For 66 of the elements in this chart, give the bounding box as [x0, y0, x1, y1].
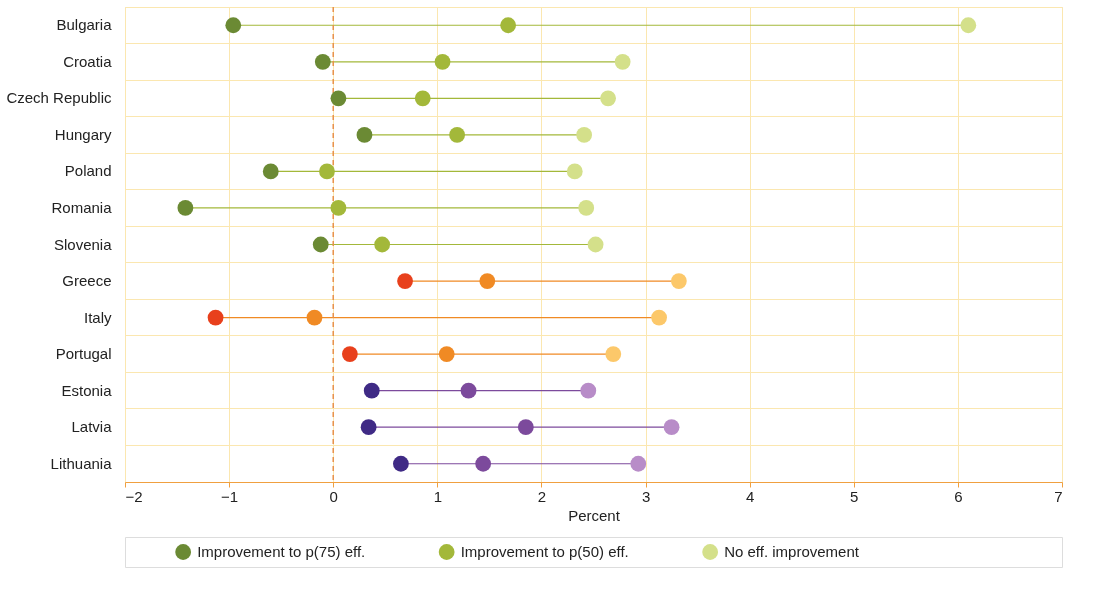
point	[414, 90, 431, 107]
x-tick-label: 6	[954, 487, 963, 505]
y-tick-label: Greece	[62, 272, 112, 290]
point	[600, 90, 616, 107]
point	[614, 53, 631, 70]
legend-label: Improvement to p(50) eff.	[460, 543, 629, 560]
point	[392, 455, 409, 472]
x-tick-label: 3	[641, 487, 651, 505]
x-tick-label: 1	[433, 487, 443, 505]
y-tick-label: Poland	[64, 162, 112, 180]
point	[330, 90, 347, 107]
point	[460, 382, 477, 399]
y-tick-label: Latvia	[71, 418, 113, 436]
point	[341, 346, 358, 363]
point	[225, 17, 242, 34]
legend-label: Improvement to p(75) eff.	[197, 543, 366, 560]
point	[207, 309, 224, 326]
y-tick-label: Romania	[51, 198, 113, 216]
point	[330, 200, 347, 216]
y-tick-label: Czech Republic	[6, 89, 112, 107]
point	[314, 53, 331, 70]
x-axis-title: Percent	[568, 506, 621, 524]
point	[312, 236, 329, 253]
point	[306, 309, 323, 326]
point	[960, 17, 977, 34]
y-tick-label: Hungary	[54, 125, 112, 143]
y-tick-label: Italy	[83, 308, 112, 326]
point	[605, 346, 622, 363]
point	[479, 273, 496, 289]
point	[576, 126, 593, 143]
point	[360, 419, 377, 436]
y-tick-label: Slovenia	[53, 235, 113, 253]
point	[319, 163, 335, 180]
point	[500, 17, 517, 34]
y-tick-label: Portugal	[55, 345, 112, 363]
point	[566, 163, 583, 180]
x-tick-label: −2	[125, 487, 143, 505]
point	[475, 455, 492, 472]
point	[578, 200, 595, 216]
point	[651, 309, 667, 326]
x-tick-label: −1	[221, 487, 239, 505]
x-tick-label: 7	[1054, 487, 1063, 505]
point	[434, 53, 451, 70]
point	[630, 455, 647, 472]
x-tick-label: 2	[537, 487, 547, 505]
y-tick-label: Croatia	[63, 52, 113, 70]
point	[449, 126, 466, 143]
x-tick-label: 4	[745, 487, 755, 505]
point	[663, 419, 680, 436]
y-tick-label: Lithuania	[50, 454, 113, 472]
x-tick-label: 0	[329, 487, 338, 505]
point	[587, 236, 604, 253]
point	[397, 273, 413, 289]
point	[438, 346, 455, 363]
point	[177, 200, 194, 216]
y-tick-label: Estonia	[61, 381, 113, 399]
y-tick-label: Bulgaria	[56, 16, 113, 34]
point	[374, 236, 391, 253]
point	[517, 419, 534, 436]
point	[262, 163, 279, 180]
point	[356, 126, 373, 143]
legend-label: No eff. improvement	[724, 543, 860, 560]
x-tick-label: 5	[850, 487, 859, 505]
point	[580, 382, 597, 399]
point	[670, 273, 687, 289]
point	[363, 382, 380, 399]
